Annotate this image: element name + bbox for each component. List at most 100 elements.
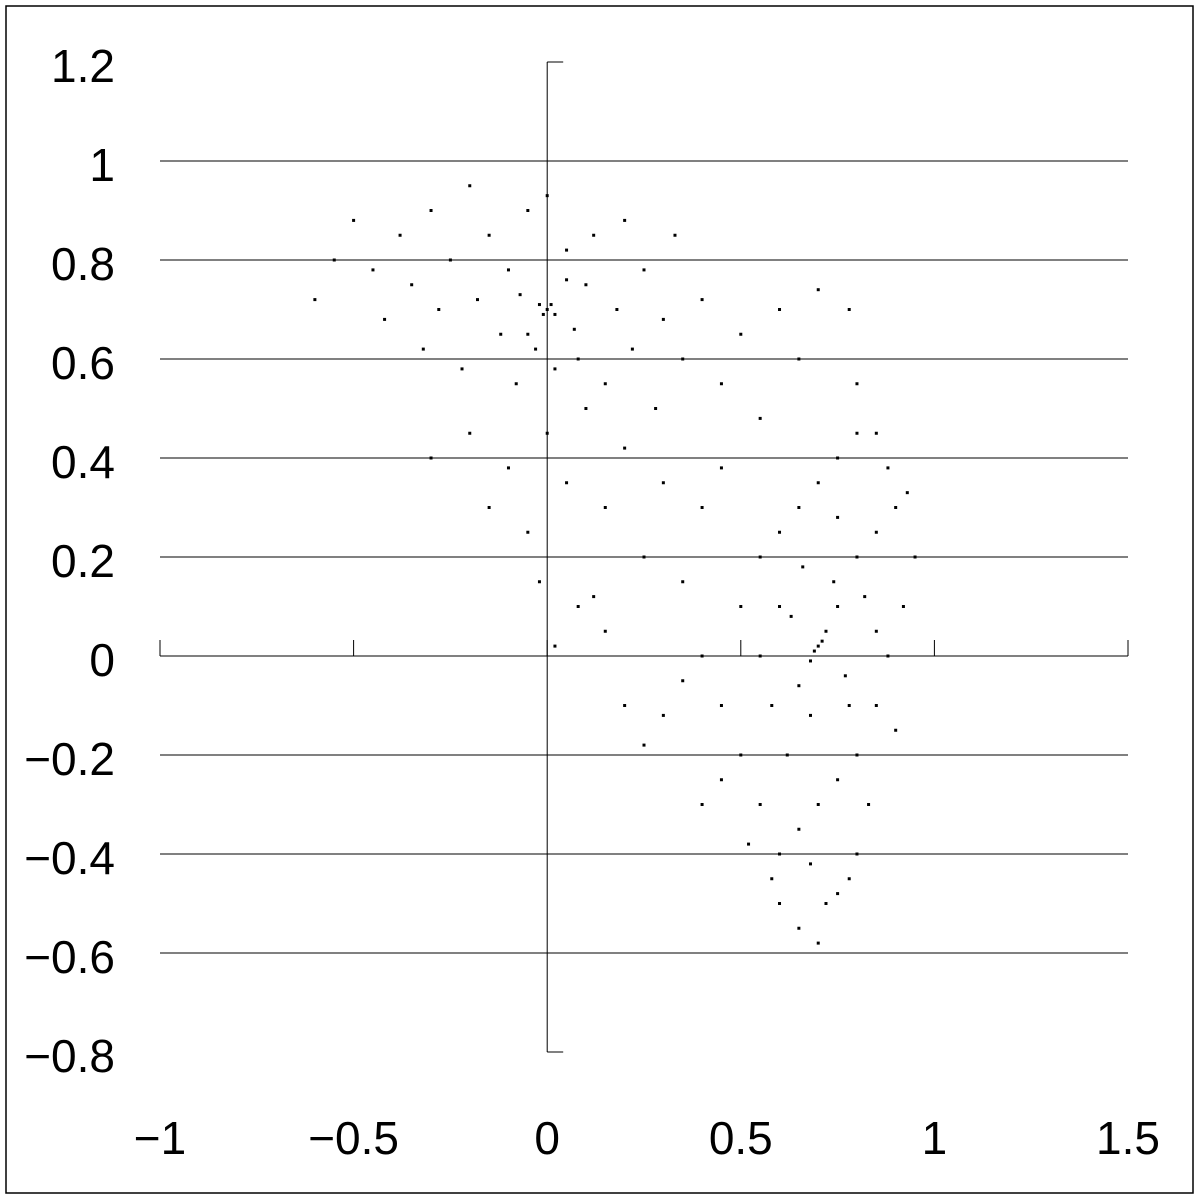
point	[700, 506, 704, 509]
point	[468, 431, 472, 435]
point	[332, 258, 336, 262]
point	[549, 303, 553, 307]
point	[565, 278, 569, 282]
point	[901, 605, 905, 608]
point	[778, 605, 782, 608]
point	[778, 902, 782, 905]
point	[816, 481, 820, 485]
point	[867, 803, 871, 806]
y-tick-label: 1.2	[51, 40, 115, 92]
y-tick-label: 0.2	[51, 535, 115, 587]
point	[824, 629, 828, 633]
point	[855, 431, 859, 435]
point	[537, 580, 541, 584]
point	[673, 233, 677, 237]
point	[847, 704, 851, 707]
point	[797, 506, 801, 509]
point	[642, 268, 646, 272]
point	[383, 317, 387, 321]
point	[565, 481, 569, 485]
point	[487, 506, 491, 509]
point	[661, 317, 665, 321]
point	[855, 382, 859, 386]
point	[526, 209, 530, 212]
point	[576, 605, 580, 608]
point	[847, 877, 851, 881]
point	[592, 233, 596, 237]
point	[770, 704, 774, 707]
point	[812, 649, 816, 653]
point	[518, 293, 522, 297]
point	[545, 431, 549, 435]
point	[836, 892, 840, 896]
point	[700, 654, 704, 658]
point	[739, 753, 743, 757]
point	[758, 555, 762, 559]
point	[719, 704, 723, 707]
x-tick-label: 0.5	[709, 1112, 773, 1164]
x-tick-label: 1.5	[1096, 1112, 1160, 1164]
point	[836, 605, 840, 608]
point	[789, 614, 793, 618]
point	[801, 565, 805, 569]
point	[797, 926, 801, 930]
point	[487, 233, 491, 237]
point	[421, 347, 425, 351]
point	[808, 862, 812, 866]
point	[661, 713, 665, 717]
point	[739, 605, 743, 608]
point	[824, 902, 828, 905]
y-tick-label: 0.8	[51, 238, 115, 290]
point	[506, 268, 510, 272]
point	[700, 803, 704, 806]
point	[642, 555, 646, 559]
point	[584, 407, 588, 410]
point	[468, 184, 472, 188]
point	[855, 852, 859, 856]
point	[719, 778, 723, 782]
point	[797, 357, 801, 361]
point	[905, 491, 909, 495]
point	[894, 728, 898, 732]
point	[778, 308, 782, 311]
y-tick-label: −0.2	[24, 733, 115, 785]
point	[863, 595, 867, 599]
point	[836, 515, 840, 519]
y-tick-label: −0.6	[24, 931, 115, 983]
point	[816, 803, 820, 806]
point	[681, 679, 685, 683]
point	[506, 466, 510, 470]
point	[623, 218, 627, 222]
point	[832, 580, 836, 584]
point	[874, 431, 878, 435]
point	[778, 852, 782, 856]
point	[820, 639, 824, 643]
point	[545, 308, 549, 311]
point	[758, 416, 762, 420]
point	[816, 288, 820, 292]
point	[719, 382, 723, 386]
y-tick-label: −0.8	[24, 1030, 115, 1082]
point	[410, 283, 414, 287]
point	[476, 298, 480, 302]
point	[836, 778, 840, 782]
point	[526, 332, 530, 336]
point	[758, 803, 762, 806]
point	[913, 555, 917, 559]
point	[615, 308, 619, 311]
point	[681, 580, 685, 584]
point	[874, 704, 878, 707]
point	[808, 713, 812, 717]
point	[855, 753, 859, 757]
point	[514, 382, 518, 386]
point	[437, 308, 441, 311]
point	[808, 659, 812, 663]
y-tick-label: 0.6	[51, 337, 115, 389]
point	[816, 941, 820, 945]
point	[886, 654, 890, 658]
point	[398, 233, 402, 237]
point	[630, 347, 634, 351]
point	[719, 466, 723, 470]
point	[797, 684, 801, 688]
point	[499, 332, 503, 336]
